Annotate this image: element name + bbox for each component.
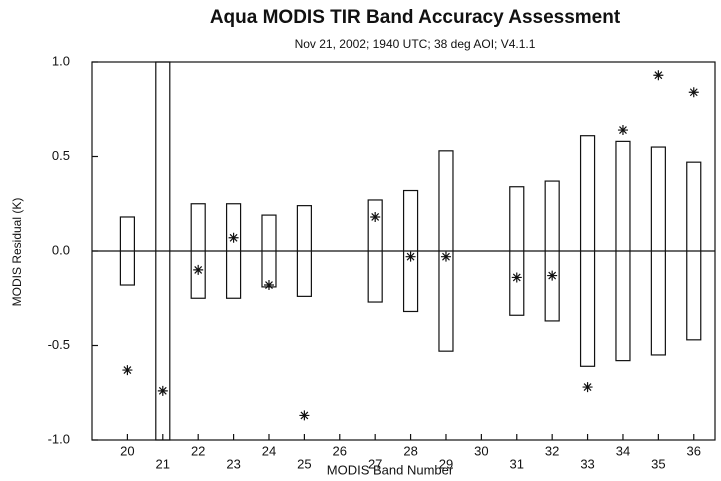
x-tick-label: 22 bbox=[191, 443, 205, 458]
x-tick-label: 27 bbox=[368, 456, 382, 471]
residual-point bbox=[582, 382, 593, 393]
uncertainty-box bbox=[650, 146, 666, 356]
y-axis-label: MODIS Residual (K) bbox=[10, 198, 24, 307]
uncertainty-box bbox=[225, 203, 242, 299]
x-tick-label: 30 bbox=[474, 443, 488, 458]
x-tick-label: 25 bbox=[297, 456, 311, 471]
x-tick-label: 26 bbox=[333, 443, 347, 458]
uncertainty-box bbox=[296, 205, 312, 297]
residual-point bbox=[653, 70, 664, 81]
y-tick-label: -0.5 bbox=[48, 337, 70, 352]
uncertainty-box bbox=[438, 150, 454, 352]
x-tick-label: 29 bbox=[439, 456, 453, 471]
residual-point bbox=[263, 280, 274, 291]
uncertainty-box bbox=[509, 186, 525, 316]
y-tick-label: 0.5 bbox=[52, 148, 70, 163]
chart-title: Aqua MODIS TIR Band Accuracy Assessment bbox=[210, 7, 621, 28]
residual-point bbox=[370, 211, 381, 222]
residual-point bbox=[617, 125, 628, 136]
residual-point bbox=[157, 385, 168, 396]
chart-subtitle: Nov 21, 2002; 1940 UTC; 38 deg AOI; V4.1… bbox=[295, 37, 536, 51]
uncertainty-box bbox=[119, 216, 135, 286]
uncertainty-box bbox=[190, 203, 206, 299]
uncertainty-box bbox=[615, 140, 631, 362]
x-tick-label: 28 bbox=[403, 443, 417, 458]
x-tick-label: 34 bbox=[616, 443, 630, 458]
residual-point bbox=[193, 264, 204, 275]
y-tick-label: 1.0 bbox=[52, 53, 70, 68]
x-tick-label: 20 bbox=[120, 443, 134, 458]
uncertainty-box bbox=[544, 180, 560, 322]
y-tick-label: -1.0 bbox=[48, 431, 70, 446]
residual-point bbox=[122, 365, 133, 376]
uncertainty-box bbox=[402, 189, 419, 313]
x-tick-label: 23 bbox=[226, 456, 240, 471]
residual-point bbox=[440, 251, 451, 262]
residual-point bbox=[688, 87, 699, 98]
y-tick-label: 0.0 bbox=[52, 242, 70, 257]
x-tick-label: 32 bbox=[545, 443, 559, 458]
residual-point bbox=[405, 251, 416, 262]
x-tick-label: 31 bbox=[510, 456, 524, 471]
x-tick-label: 35 bbox=[651, 456, 665, 471]
residual-point bbox=[547, 270, 558, 281]
x-tick-label: 36 bbox=[687, 443, 701, 458]
residual-point bbox=[228, 232, 239, 243]
uncertainty-box bbox=[686, 161, 702, 341]
x-tick-label: 33 bbox=[580, 456, 594, 471]
x-tick-label: 24 bbox=[262, 443, 276, 458]
uncertainty-box bbox=[367, 199, 383, 303]
x-axis-label: MODIS Band Number bbox=[327, 462, 454, 477]
residual-point bbox=[511, 272, 522, 283]
x-tick-label: 21 bbox=[156, 456, 170, 471]
uncertainty-box bbox=[155, 61, 171, 441]
uncertainty-box bbox=[579, 135, 596, 367]
residual-point bbox=[299, 410, 310, 421]
